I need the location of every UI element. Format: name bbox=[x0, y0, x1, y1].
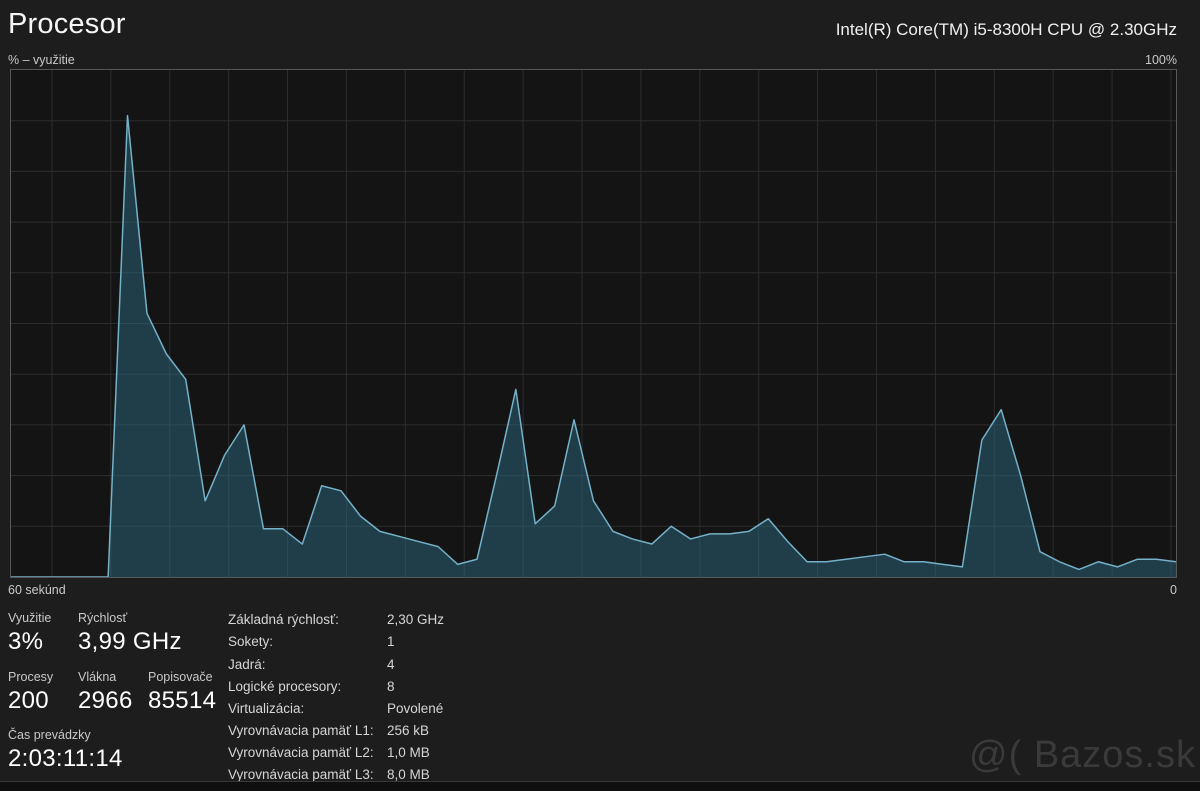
page-title: Procesor bbox=[8, 8, 126, 40]
stat-handles: Popisovače 85514 bbox=[148, 670, 216, 715]
spec-sockets-value: 1 bbox=[387, 634, 395, 649]
stat-threads-label: Vlákna bbox=[78, 670, 117, 684]
spec-l3-cache-label: Vyrovnávacia pamäť L3: bbox=[228, 767, 374, 782]
stat-processes-value: 200 bbox=[8, 687, 49, 714]
stat-utilization: Využitie 3% bbox=[8, 611, 51, 656]
stat-speed-label: Rýchlosť bbox=[78, 611, 128, 625]
spec-sockets-label: Sokety: bbox=[228, 634, 274, 649]
stat-processes-label: Procesy bbox=[8, 670, 54, 684]
stat-handles-value: 85514 bbox=[148, 687, 217, 714]
stats-summary: Využitie 3% Rýchlosť 3,99 GHz Procesy 20… bbox=[8, 611, 220, 776]
spec-base-speed-label: Základná rýchlosť: bbox=[228, 612, 339, 627]
cpu-usage-graph bbox=[11, 70, 1176, 577]
cpu-model-name: Intel(R) Core(TM) i5-8300H CPU @ 2.30GHz bbox=[835, 20, 1177, 39]
x-axis-left-label: 60 sekúnd bbox=[8, 583, 66, 597]
cpu-usage-chart[interactable] bbox=[10, 69, 1177, 578]
spec-virtualization-label: Virtualizácia: bbox=[228, 701, 305, 716]
spec-l1-cache-label: Vyrovnávacia pamäť L1: bbox=[228, 723, 374, 738]
y-axis-max-label: 100% bbox=[1145, 53, 1177, 67]
y-axis-label: % – využitie bbox=[8, 53, 75, 67]
bottom-strip bbox=[0, 781, 1200, 791]
stat-processes: Procesy 200 bbox=[8, 670, 53, 715]
stat-speed-value: 3,99 GHz bbox=[78, 628, 182, 655]
stat-uptime: Čas prevádzky 2:03:11:14 bbox=[8, 728, 123, 773]
spec-virtualization-value: Povolené bbox=[387, 701, 444, 716]
stat-handles-label: Popisovače bbox=[148, 670, 213, 684]
spec-l1-cache-value: 256 kB bbox=[387, 723, 430, 738]
bazos-watermark: @( Bazos.sk bbox=[969, 734, 1196, 776]
spec-l2-cache-label: Vyrovnávacia pamäť L2: bbox=[228, 745, 374, 760]
stat-uptime-label: Čas prevádzky bbox=[8, 728, 91, 742]
stat-utilization-label: Využitie bbox=[8, 611, 52, 625]
spec-logical-processors-value: 8 bbox=[387, 679, 395, 694]
spec-cores-value: 4 bbox=[387, 657, 395, 672]
spec-l3-cache-value: 8,0 MB bbox=[387, 767, 430, 782]
spec-cores-label: Jadrá: bbox=[228, 657, 266, 672]
stat-utilization-value: 3% bbox=[8, 628, 44, 655]
spec-l2-cache-value: 1,0 MB bbox=[387, 745, 430, 760]
stat-threads: Vlákna 2966 bbox=[78, 670, 133, 715]
x-axis-right-label: 0 bbox=[1170, 583, 1177, 597]
stat-threads-value: 2966 bbox=[78, 687, 133, 714]
spec-base-speed-value: 2,30 GHz bbox=[387, 612, 445, 627]
stat-uptime-value: 2:03:11:14 bbox=[8, 745, 123, 772]
spec-logical-processors-label: Logické procesory: bbox=[228, 679, 342, 694]
stat-speed: Rýchlosť 3,99 GHz bbox=[78, 611, 182, 656]
